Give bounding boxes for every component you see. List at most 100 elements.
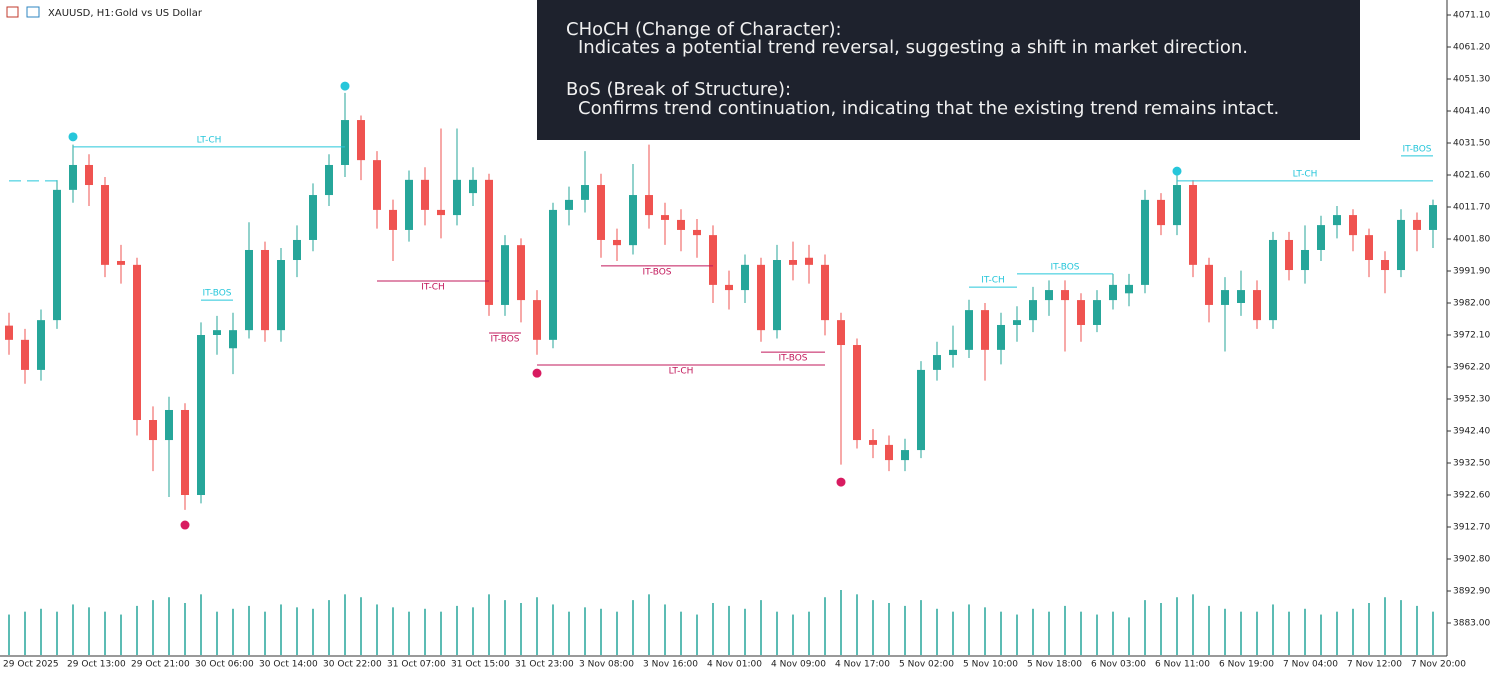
x-tick-label: 29 Oct 2025 (3, 660, 59, 670)
candle-body (1141, 199, 1149, 285)
candle-body (693, 229, 701, 236)
candle-body (629, 195, 637, 246)
x-tick-label: 29 Oct 13:00 (67, 660, 126, 670)
y-tick-label: 3962.20 (1453, 362, 1490, 372)
candle-body (1301, 249, 1309, 271)
candle-body (1413, 219, 1421, 230)
candle-body (501, 245, 509, 305)
candle-body (1221, 290, 1229, 305)
candle-body (1365, 235, 1373, 261)
plot-area: LT-CH IT-BOS IT-CH IT-BOS LT-CH IT-BOS IT-BOS I… (5, 81, 1437, 655)
candle-body (165, 409, 173, 441)
candle-body (869, 440, 877, 445)
structure-label: IT-BOS (778, 354, 807, 364)
x-tick-label: 3 Nov 16:00 (643, 660, 698, 670)
structure-label: IT-BOS (642, 267, 671, 277)
candle-body (181, 409, 189, 495)
candle-body (517, 245, 525, 301)
candle-body (805, 257, 813, 265)
y-tick-label: 4051.30 (1453, 74, 1490, 84)
candle-body (69, 164, 77, 190)
candle-body (597, 185, 605, 240)
candle-body (485, 179, 493, 305)
candle-body (821, 264, 829, 321)
info-title: BoS (Break of Structure): (566, 79, 791, 100)
x-tick-label: 30 Oct 14:00 (259, 660, 318, 670)
candle-body (1317, 225, 1325, 250)
x-tick-label: 7 Nov 04:00 (1283, 660, 1338, 670)
x-tick-label: 6 Nov 19:00 (1219, 660, 1274, 670)
y-tick-label: 4011.70 (1453, 202, 1490, 212)
candle-body (1061, 290, 1069, 301)
info-text: Indicates a potential trend reversal, su… (578, 37, 1248, 58)
candle-body (677, 219, 685, 230)
swing-marker (1172, 166, 1182, 176)
info-text: Confirms trend continuation, indicating … (578, 98, 1279, 119)
candle-body (1381, 260, 1389, 271)
y-tick-label: 3991.90 (1453, 266, 1490, 276)
candle-body (117, 260, 125, 265)
candle-body (85, 164, 93, 186)
candle-body (981, 310, 989, 350)
candle-body (533, 300, 541, 340)
icon-menu[interactable] (6, 6, 19, 18)
symbol-description: Gold vs US Dollar (115, 8, 203, 19)
structure-label: IT-BOS (1402, 144, 1431, 154)
candle-body (1253, 290, 1261, 321)
candle-body (149, 420, 157, 441)
y-tick-label: 3972.10 (1453, 330, 1490, 340)
candle-body (1125, 284, 1133, 294)
candle-body (933, 355, 941, 370)
candle-body (357, 120, 365, 161)
candle-body (389, 209, 397, 230)
candle-body (453, 179, 461, 216)
x-tick-label: 4 Nov 01:00 (707, 660, 762, 670)
x-tick-label: 7 Nov 20:00 (1411, 660, 1466, 670)
x-tick-label: 31 Oct 23:00 (515, 660, 574, 670)
y-tick-label: 3883.00 (1453, 618, 1490, 628)
candle-body (133, 264, 141, 421)
swing-marker (340, 81, 350, 91)
candle-body (1237, 290, 1245, 303)
icon-chart[interactable] (26, 6, 40, 18)
y-tick-label: 4061.20 (1453, 42, 1490, 52)
candle-body (901, 450, 909, 461)
candle-body (1013, 320, 1021, 325)
candle-body (885, 444, 893, 461)
info-box: CHoCH (Change of Character): Indicates a… (537, 0, 1360, 140)
candle-body (1397, 219, 1405, 271)
x-tick-label: 4 Nov 09:00 (771, 660, 826, 670)
x-tick-label: 5 Nov 02:00 (899, 660, 954, 670)
x-tick-label: 29 Oct 21:00 (131, 660, 190, 670)
candle-body (725, 284, 733, 291)
x-tick-label: 31 Oct 07:00 (387, 660, 446, 670)
x-tick-label: 4 Nov 17:00 (835, 660, 890, 670)
candle-body (1173, 185, 1181, 226)
y-tick-label: 3982.00 (1453, 298, 1490, 308)
x-tick-label: 31 Oct 15:00 (451, 660, 510, 670)
candle-body (853, 345, 861, 441)
candle-body (309, 195, 317, 240)
candle-body (437, 209, 445, 216)
candle-body (261, 249, 269, 331)
candle-body (197, 334, 205, 495)
candle-body (229, 330, 237, 349)
x-tick-label: 6 Nov 11:00 (1155, 660, 1210, 670)
candle-body (549, 209, 557, 340)
y-tick-label: 3892.90 (1453, 586, 1490, 596)
candle-body (1429, 205, 1437, 230)
candle-body (1349, 215, 1357, 236)
candle-body (773, 260, 781, 331)
candle-body (1093, 300, 1101, 325)
x-tick-label: 6 Nov 03:00 (1091, 660, 1146, 670)
symbol: XAUUSD, H1: (48, 8, 114, 19)
candle-body (245, 249, 253, 331)
x-tick-label: 5 Nov 10:00 (963, 660, 1018, 670)
candle-body (325, 164, 333, 196)
candle-body (789, 260, 797, 265)
candle-body (277, 260, 285, 331)
candle-body (837, 320, 845, 346)
candle-body (469, 179, 477, 194)
